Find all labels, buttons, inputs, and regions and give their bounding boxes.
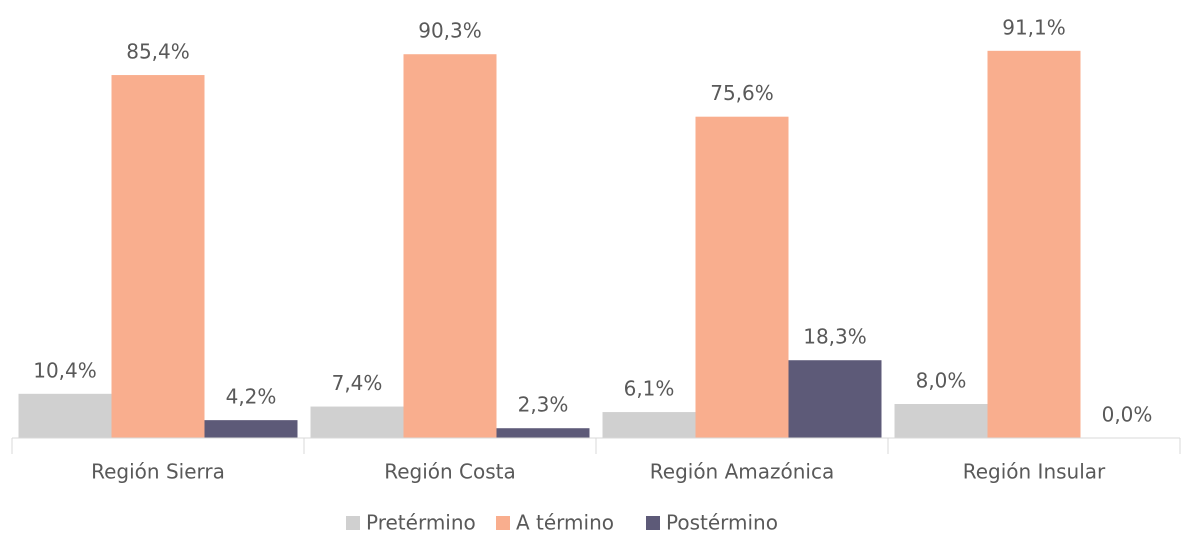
bar xyxy=(788,360,882,438)
value-label: 4,2% xyxy=(226,385,277,409)
bar xyxy=(894,404,988,438)
bar xyxy=(602,412,696,438)
bar xyxy=(695,116,789,438)
bar xyxy=(111,75,205,439)
value-label: 18,3% xyxy=(803,325,867,349)
value-label: 7,4% xyxy=(332,371,383,395)
legend-swatch xyxy=(646,516,660,530)
x-tick-label: Región Insular xyxy=(963,460,1106,484)
legend-swatch xyxy=(496,516,510,530)
legend-label: Pretérmino xyxy=(366,511,476,535)
bar xyxy=(987,50,1081,438)
bar xyxy=(204,420,298,438)
value-label: 6,1% xyxy=(624,377,675,401)
bar xyxy=(496,428,590,438)
value-label: 90,3% xyxy=(418,19,482,43)
value-label: 2,3% xyxy=(518,393,569,417)
legend-label: Postérmino xyxy=(666,511,778,535)
value-label: 8,0% xyxy=(916,369,967,393)
x-tick-label: Región Amazónica xyxy=(650,460,834,484)
value-label: 10,4% xyxy=(33,358,97,382)
x-tick-label: Región Costa xyxy=(384,460,516,484)
legend-swatch xyxy=(346,516,360,530)
value-label: 85,4% xyxy=(126,40,190,64)
legend-label: A término xyxy=(516,511,614,535)
x-tick-label: Región Sierra xyxy=(91,460,225,484)
bar xyxy=(310,406,404,438)
value-label: 0,0% xyxy=(1102,403,1153,427)
bar xyxy=(18,393,112,438)
value-label: 91,1% xyxy=(1002,15,1066,39)
bar xyxy=(403,54,497,438)
value-label: 75,6% xyxy=(710,81,774,105)
